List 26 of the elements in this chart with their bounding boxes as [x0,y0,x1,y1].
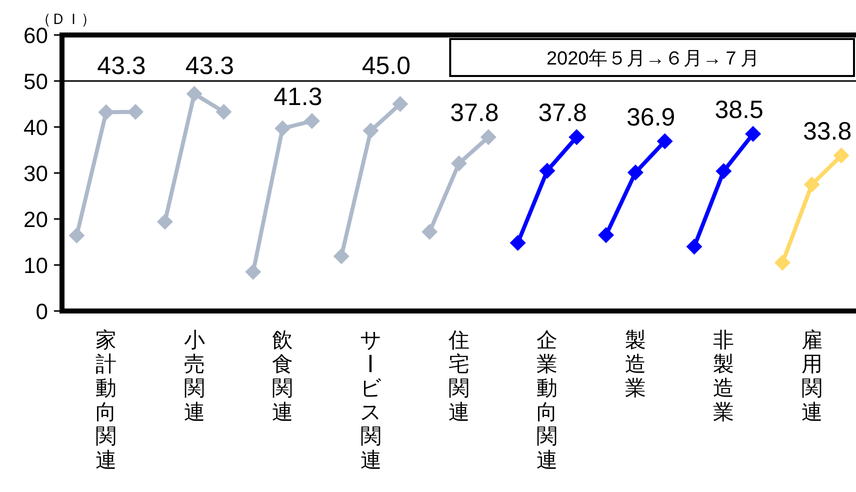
y-tick-label: 0 [36,299,48,324]
x-tick-label: 家計動向関連 [96,329,117,472]
data-label: 37.8 [450,99,499,128]
data-label: 45.0 [362,52,411,80]
x-tick-label: 飲食関連 [272,329,294,424]
data-label: 36.9 [626,103,676,132]
data-label: 37.8 [538,99,587,128]
x-tick-label: 企業動向関連 [536,329,558,472]
y-tick-label: 20 [24,207,48,232]
x-tick-label: サービス関連 [357,329,382,472]
data-label: 41.3 [274,83,322,112]
x-tick-label: 雇用関連 [801,329,822,424]
data-label: 43.3 [185,52,234,80]
annotation: 2020年５月→６月→７月 [546,48,760,70]
x-tick-label: 非製造業 [713,329,734,424]
data-label: 38.5 [714,96,764,124]
y-tick-label: 10 [24,253,48,278]
y-tick-label: 30 [24,161,48,186]
x-tick-label: 製造業 [624,329,646,400]
data-label: 43.3 [97,52,146,80]
x-tick-label: 住宅関連 [448,329,470,424]
y-axis-title: （ＤＩ） [36,11,96,28]
y-tick-label: 40 [24,115,48,140]
x-tick-label: 小売関連 [184,329,205,424]
data-label: 33.8 [802,118,852,146]
y-tick-label: 50 [24,69,48,94]
